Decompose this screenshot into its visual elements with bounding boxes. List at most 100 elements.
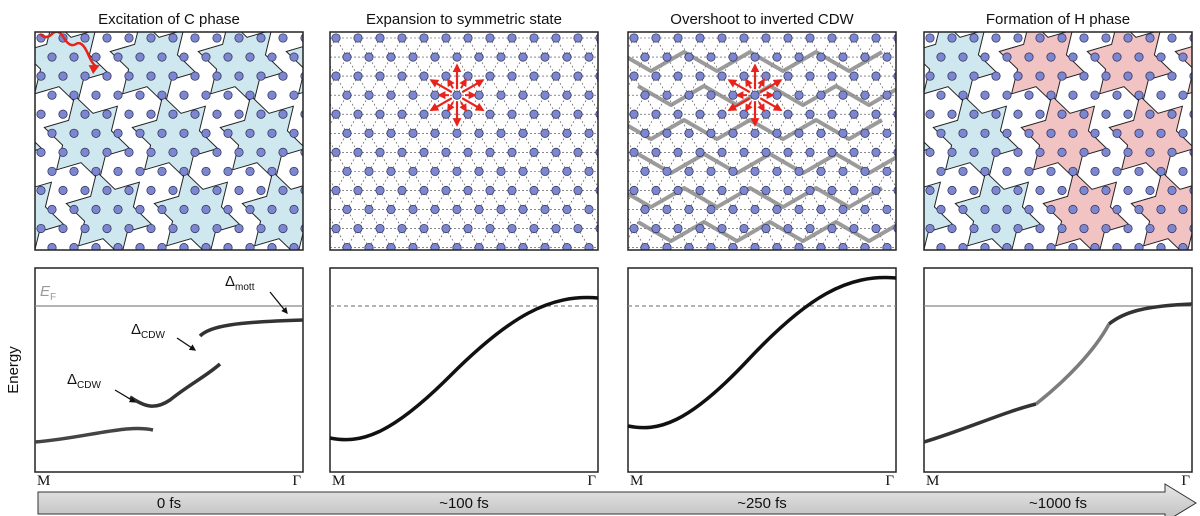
atom <box>256 185 266 195</box>
atom <box>26 129 34 137</box>
atom <box>827 223 837 234</box>
atom <box>452 90 462 100</box>
atom <box>441 147 451 157</box>
atom <box>619 205 627 213</box>
star-cluster <box>0 0 85 28</box>
atom <box>916 186 924 194</box>
atom <box>706 243 716 250</box>
atom <box>936 128 946 138</box>
atom <box>463 147 473 157</box>
atom <box>728 128 738 138</box>
atom <box>717 147 727 157</box>
atom <box>849 223 859 234</box>
atom <box>673 223 683 234</box>
atom <box>991 185 1001 195</box>
atom <box>1189 33 1192 43</box>
atom <box>706 52 716 62</box>
atom <box>245 90 255 100</box>
atom <box>267 90 277 100</box>
atom <box>1145 147 1155 157</box>
atom <box>618 34 626 42</box>
atom <box>573 71 583 81</box>
time-label: ~1000 fs <box>1029 495 1087 512</box>
atom <box>485 33 495 43</box>
atom <box>342 166 352 176</box>
atom <box>684 204 694 215</box>
atom <box>739 185 749 195</box>
atom <box>179 90 189 100</box>
annotation-arrow <box>269 291 288 315</box>
atom <box>135 52 145 62</box>
band <box>129 362 222 408</box>
lattice-bg <box>330 32 598 250</box>
atom <box>474 204 484 215</box>
atom <box>816 128 826 138</box>
atom <box>267 128 277 138</box>
atom <box>1046 90 1056 100</box>
atom <box>893 110 896 119</box>
atom <box>1112 243 1122 250</box>
atom <box>540 243 550 250</box>
atom <box>1024 166 1034 176</box>
atom <box>783 33 793 43</box>
atom <box>91 204 101 215</box>
atom <box>717 109 727 119</box>
atom <box>1123 33 1133 43</box>
atom <box>268 15 276 23</box>
star-cluster <box>924 181 954 250</box>
atom <box>1046 243 1056 250</box>
annotation-arrow <box>176 337 197 351</box>
atom <box>827 71 837 81</box>
atom <box>805 33 815 43</box>
atom <box>608 34 616 42</box>
atom <box>618 72 626 80</box>
atom <box>245 52 255 62</box>
atom <box>397 109 407 119</box>
atom <box>1189 186 1192 195</box>
atom <box>70 15 78 23</box>
atom <box>827 185 837 195</box>
atom <box>695 33 705 43</box>
atom <box>1145 71 1155 81</box>
atom <box>618 148 626 156</box>
atom <box>179 128 189 138</box>
atom <box>1079 147 1089 157</box>
grid-line <box>628 217 647 250</box>
atom <box>1068 90 1078 100</box>
atom <box>684 166 694 176</box>
atom <box>915 129 923 137</box>
atom <box>312 129 320 137</box>
atom <box>331 109 341 119</box>
atom <box>26 91 34 99</box>
annotation-symbol: E <box>40 283 51 300</box>
atom <box>69 128 79 138</box>
atom <box>608 110 616 118</box>
atom <box>518 243 528 250</box>
atom <box>947 71 957 81</box>
atom <box>540 166 550 176</box>
atom <box>783 223 793 234</box>
atom <box>1090 204 1100 215</box>
atom <box>980 52 990 62</box>
atom <box>860 128 870 138</box>
atom <box>331 71 341 81</box>
displacement-arrow <box>757 101 765 113</box>
atom <box>485 147 495 157</box>
atom <box>916 148 924 156</box>
atom <box>750 52 760 62</box>
atom <box>518 90 528 100</box>
atom <box>695 223 705 234</box>
atom <box>816 90 826 100</box>
atom <box>684 90 694 100</box>
atom <box>1178 243 1188 250</box>
atom <box>980 90 990 100</box>
atom <box>507 33 517 43</box>
atom <box>190 71 200 81</box>
atom <box>794 243 804 250</box>
atom <box>739 33 749 43</box>
atom <box>452 52 462 62</box>
atom <box>408 90 418 100</box>
atom <box>816 204 826 215</box>
atom <box>1046 166 1056 176</box>
atom <box>584 166 594 176</box>
